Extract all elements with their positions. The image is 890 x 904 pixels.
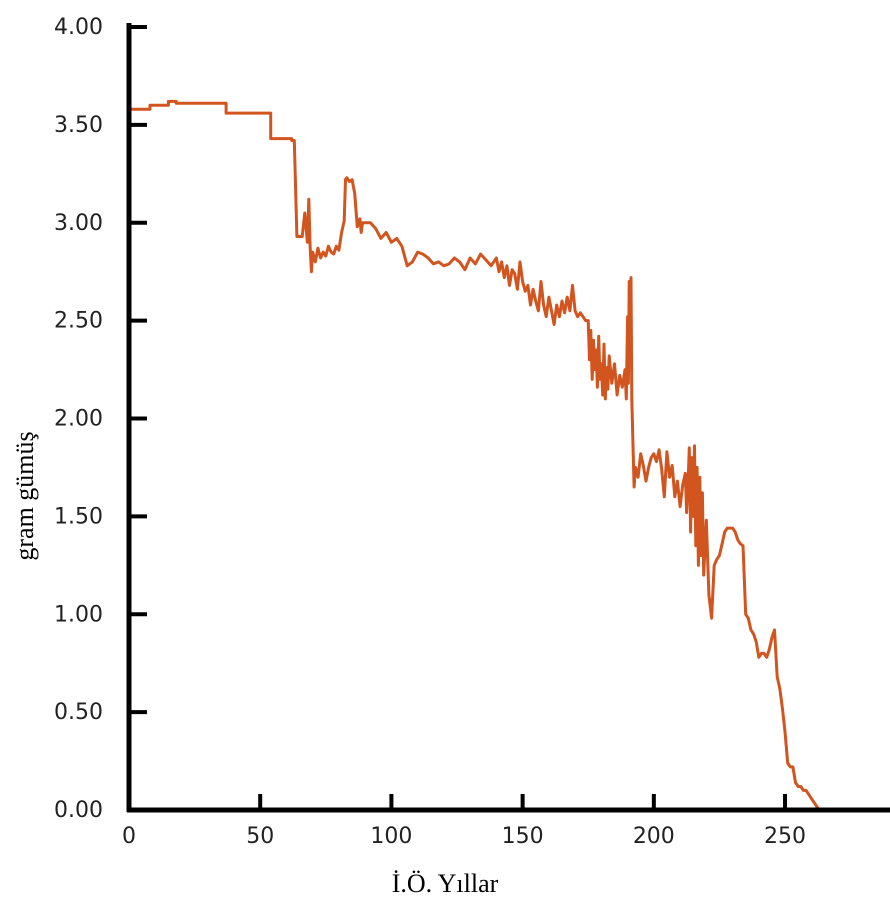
- x-axis-ticks: 0 50 100 150 200 250: [122, 794, 806, 849]
- y-tick-label: 0.00: [54, 798, 103, 823]
- y-tick-label: 2.50: [54, 309, 103, 334]
- y-tick-label: 1.50: [54, 504, 103, 529]
- y-tick-label: 0.50: [54, 700, 103, 725]
- y-tick-label: 4.00: [54, 15, 103, 40]
- x-tick-label: 100: [370, 824, 412, 849]
- x-tick-label: 50: [246, 824, 274, 849]
- y-axis-title: gram gümüş: [10, 431, 39, 560]
- y-axis-ticks: 0.00 0.50 1.00 1.50 2.00 2.50 3.00 3.50 4.00: [54, 15, 147, 823]
- x-axis-title: İ.Ö. Yıllar: [392, 869, 499, 898]
- y-tick-label: 2.00: [54, 407, 103, 432]
- x-tick-label: 250: [764, 824, 806, 849]
- y-tick-label: 3.00: [54, 211, 103, 236]
- x-tick-label: 150: [502, 824, 544, 849]
- y-tick-label: 3.50: [54, 113, 103, 138]
- x-tick-label: 200: [633, 824, 675, 849]
- x-tick-label: 0: [122, 824, 136, 849]
- series-line: [127, 99, 821, 812]
- y-tick-label: 1.00: [54, 602, 103, 627]
